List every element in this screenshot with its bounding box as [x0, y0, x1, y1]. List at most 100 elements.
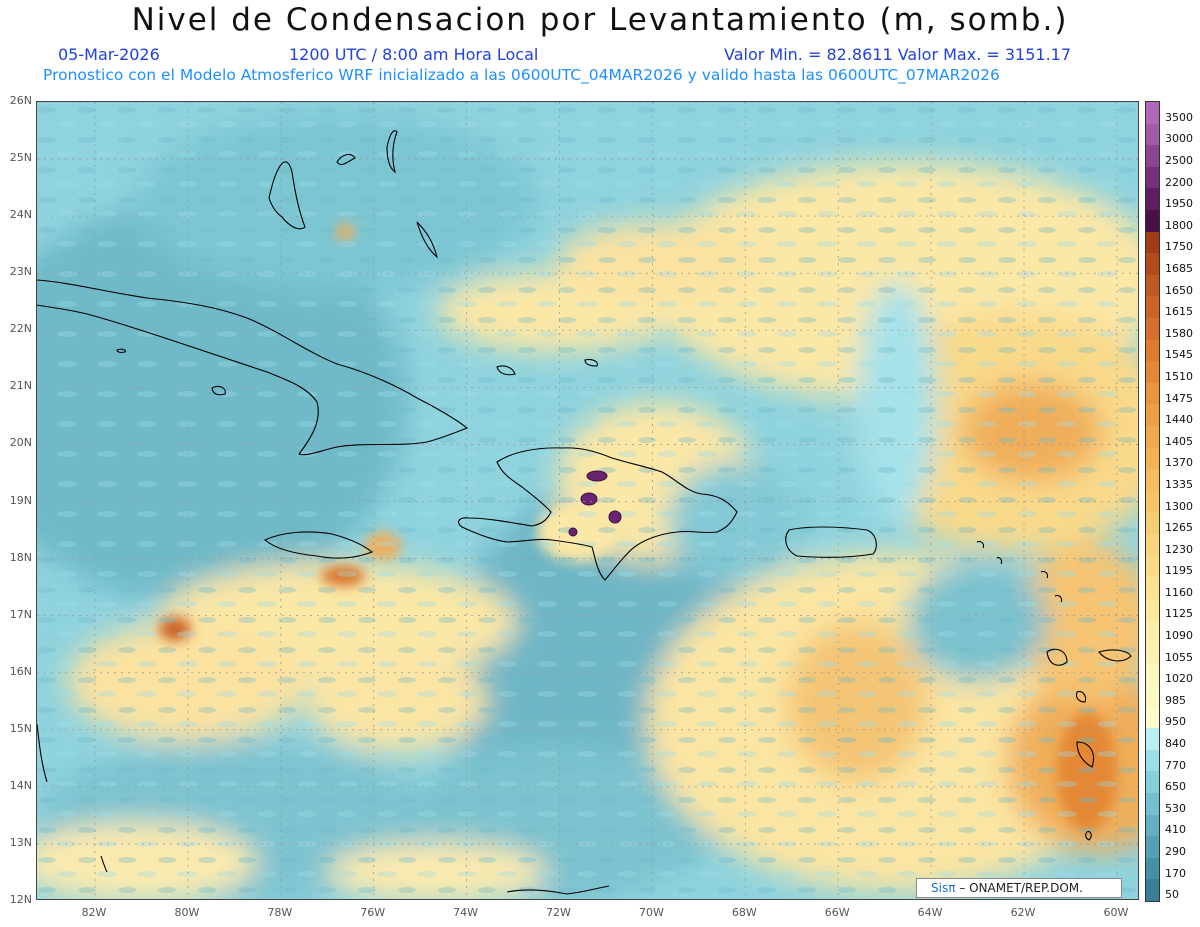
lat-lon-grid [37, 102, 1138, 899]
lon-label: 72W [546, 906, 571, 919]
lat-label: 22N [9, 322, 32, 336]
colorbar-label: 1335 [1165, 477, 1193, 491]
barbados [1085, 831, 1092, 841]
colorbar-label: 1090 [1165, 629, 1193, 643]
colorbar-label: 2200 [1165, 175, 1193, 189]
colorbar-cell [1146, 145, 1159, 168]
lon-label: 66W [824, 906, 850, 919]
lat-label: 26N [9, 94, 32, 107]
colorbar-cell [1146, 620, 1159, 643]
colorbar-label: 1160 [1165, 585, 1193, 599]
cuba-coast [37, 279, 469, 456]
model-info: Pronostico con el Modelo Atmosferico WRF… [43, 66, 1000, 84]
chart-title: Nivel de Condensacion por Levantamiento … [131, 2, 1069, 38]
colorbar-label: 770 [1165, 758, 1186, 772]
guadeloupe [1046, 648, 1068, 666]
colorbar-cell [1146, 641, 1159, 664]
colorbar-cell [1146, 447, 1159, 470]
colorbar-cell [1146, 577, 1159, 600]
colorbar-cell [1146, 598, 1159, 621]
lat-label: 14N [9, 778, 32, 792]
colorbar-label: 1230 [1165, 542, 1193, 556]
martinique [1075, 691, 1087, 703]
colorbar-cell [1146, 836, 1159, 859]
colorbar-cell [1146, 339, 1159, 362]
lesser-antilles-north [976, 540, 1063, 603]
isle-of-youth [211, 385, 226, 396]
colorbar-cell [1146, 663, 1159, 686]
colorbar-label: 1545 [1165, 348, 1193, 362]
lat-label: 18N [9, 550, 32, 564]
colorbar-label: 840 [1165, 737, 1186, 751]
colorbar-cell [1146, 188, 1159, 211]
lon-label: 76W [360, 906, 386, 919]
colorbar-label: 170 [1165, 866, 1186, 880]
colorbar-label: 1265 [1165, 521, 1193, 535]
colorbar-label: 1125 [1165, 607, 1193, 621]
colorbar-cell [1146, 123, 1159, 146]
lat-label: 25N [9, 151, 32, 165]
colorbar-cell [1146, 469, 1159, 492]
colorbar-cell [1146, 533, 1159, 556]
colorbar-label: 3500 [1165, 110, 1193, 124]
lon-label: 60W [1103, 906, 1129, 919]
coastlines [37, 130, 1132, 895]
lat-label: 17N [9, 607, 32, 621]
colorbar-cell [1146, 793, 1159, 816]
colorbar-cell [1146, 749, 1159, 772]
colorbar-label: 1800 [1165, 218, 1193, 232]
long-island [416, 221, 438, 259]
colorbar-label: 1685 [1165, 261, 1193, 275]
st-lucia [1076, 741, 1095, 768]
colorbar-cell [1146, 209, 1159, 233]
colorbar-cell [1146, 512, 1159, 535]
colorbar-cell [1146, 879, 1159, 902]
sispi-logo: Sisπ [931, 881, 956, 895]
dominica-island [1098, 649, 1132, 662]
colorbar-cell [1146, 728, 1159, 751]
colorbar-label: 1300 [1165, 499, 1193, 513]
colorbar-label: 1370 [1165, 456, 1193, 470]
colorbar-cell [1146, 706, 1159, 729]
colorbar-cell [1146, 253, 1159, 276]
south-america-coast [506, 885, 610, 895]
colorbar-cell [1146, 231, 1159, 254]
colorbar-cell [1146, 102, 1159, 125]
colorbar-cell [1146, 404, 1159, 427]
colorbar-cell [1146, 685, 1159, 708]
lat-label: 16N [9, 664, 32, 678]
cayman-islands [116, 348, 126, 353]
colorbar-label: 1055 [1165, 650, 1193, 664]
lon-label: 78W [267, 906, 293, 919]
abaco-island [386, 130, 398, 174]
colorbar-cell [1146, 771, 1159, 794]
lon-label: 64W [917, 906, 943, 919]
colorbar-cell [1146, 361, 1159, 384]
colorbar-label: 985 [1165, 693, 1186, 707]
lat-label: 23N [9, 265, 32, 279]
puerto-rico-coast [785, 526, 877, 558]
lat-label: 20N [9, 436, 32, 450]
lon-label: 68W [731, 906, 757, 919]
eleuthera-island [336, 153, 356, 166]
colorbar-label: 410 [1165, 823, 1186, 837]
colorbar-label: 3000 [1165, 132, 1193, 146]
forecast-date: 05-Mar-2026 [58, 45, 160, 64]
jamaica-coast [263, 531, 374, 559]
lat-label: 24N [9, 208, 32, 222]
lon-label: 70W [638, 906, 664, 919]
colorbar-cell [1146, 857, 1159, 880]
map-canvas [37, 102, 1138, 899]
forecast-time: 1200 UTC / 8:00 am Hora Local [289, 45, 539, 64]
colorbar-cell [1146, 166, 1159, 189]
lcl-map [36, 101, 1139, 900]
colorbar-label: 950 [1165, 715, 1186, 729]
lat-label: 21N [9, 379, 32, 393]
turks-caicos [584, 358, 598, 367]
colorbar-label: 1195 [1165, 564, 1193, 578]
colorbar-cell [1146, 274, 1159, 297]
lat-label: 13N [9, 835, 32, 849]
colorbar [1145, 101, 1160, 902]
colorbar-label: 650 [1165, 780, 1186, 794]
colorbar-label: 1510 [1165, 369, 1193, 383]
